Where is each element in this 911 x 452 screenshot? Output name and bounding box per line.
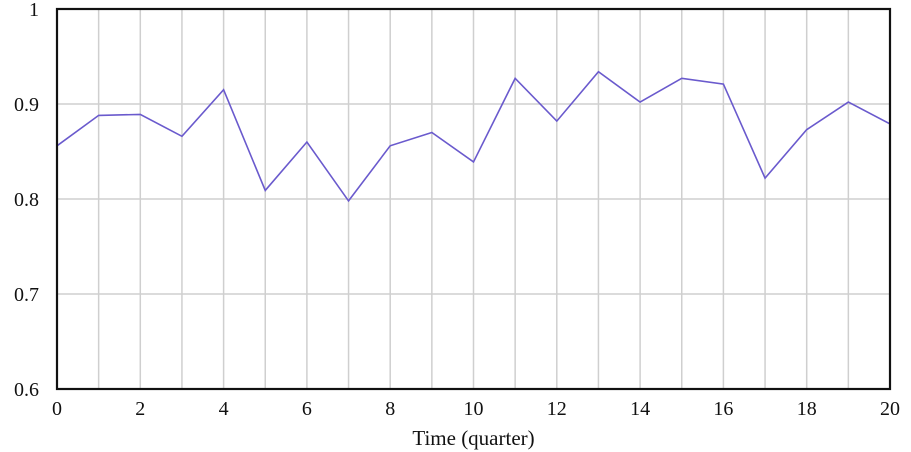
x-tick-label: 12 [547,398,567,420]
data-point [847,101,849,103]
x-tick-label: 6 [302,398,312,420]
y-tick-label: 0.6 [14,379,39,401]
data-point [97,114,99,116]
plot-frame [55,7,892,391]
data-point [181,135,183,137]
data-point [556,120,558,122]
y-tick-label: 0.7 [14,284,39,306]
data-point [264,189,266,191]
x-axis-tick-labels: 0 2 4 6 8 10 12 14 16 18 20 [52,398,900,420]
data-point [597,71,599,73]
data-point [806,128,808,130]
x-tick-label: 20 [880,398,900,420]
y-tick-label: 1 [29,0,39,21]
x-tick-label: 14 [630,398,650,420]
data-point [764,177,766,179]
data-point [681,77,683,79]
data-point [139,113,141,115]
data-point [431,131,433,133]
x-tick-label: 2 [135,398,145,420]
y-tick-label: 0.9 [14,94,39,116]
series-line [56,70,891,203]
data-point [222,89,224,91]
data-point [472,161,474,163]
data-point [306,141,308,143]
data-series [56,70,891,203]
y-tick-label: 0.8 [14,189,39,211]
y-axis-tick-labels: 0.6 0.7 0.8 0.9 1 [14,0,39,401]
data-point [722,83,724,85]
data-point [639,101,641,103]
x-tick-label: 8 [385,398,395,420]
data-point [389,145,391,147]
x-tick-label: 10 [464,398,484,420]
x-tick-label: 4 [219,398,229,420]
x-tick-label: 18 [797,398,817,420]
grid-lines [56,8,891,389]
x-axis-title: Time (quarter) [412,426,534,450]
x-tick-label: 16 [713,398,733,420]
x-tick-label: 0 [52,398,62,420]
data-point [514,77,516,79]
axes [55,7,892,391]
data-point [347,200,349,202]
